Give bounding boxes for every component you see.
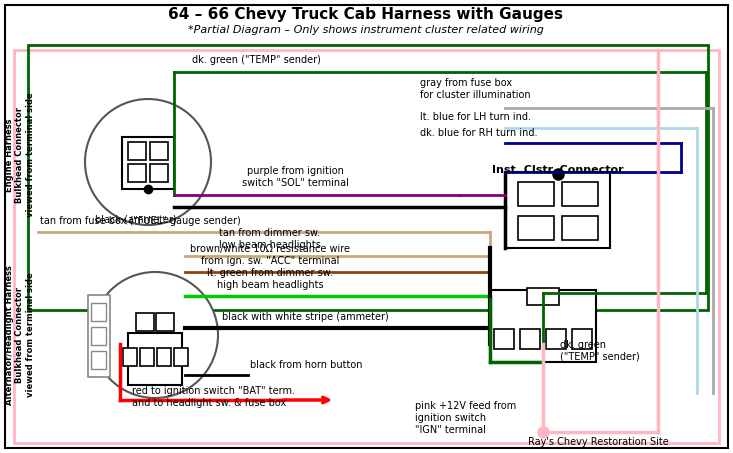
- Text: lt. blue for LH turn ind.: lt. blue for LH turn ind.: [420, 112, 531, 122]
- Bar: [174, 348, 188, 366]
- Text: dk. green ("TEMP" sender): dk. green ("TEMP" sender): [192, 55, 321, 65]
- Bar: [91, 303, 106, 321]
- Text: Ray's Chevy Restoration Site: Ray's Chevy Restoration Site: [528, 437, 668, 447]
- Bar: [150, 164, 168, 182]
- Bar: [518, 182, 554, 206]
- Circle shape: [85, 99, 211, 225]
- Bar: [88, 295, 110, 377]
- Text: pink +12V feed from
ignition switch
"IGN" terminal: pink +12V feed from ignition switch "IGN…: [415, 401, 516, 434]
- Bar: [518, 216, 554, 240]
- Text: dk. blue for RH turn ind.: dk. blue for RH turn ind.: [420, 128, 537, 138]
- Text: brown/white 10Ω resistance wire
from ign. sw. "ACC" terminal: brown/white 10Ω resistance wire from ign…: [190, 245, 350, 266]
- Text: gray from fuse box
for cluster illumination: gray from fuse box for cluster illuminat…: [420, 78, 531, 100]
- Text: 64 – 66 Chevy Truck Cab Harness with Gauges: 64 – 66 Chevy Truck Cab Harness with Gau…: [169, 8, 564, 23]
- Bar: [562, 216, 598, 240]
- Bar: [546, 329, 566, 349]
- Bar: [122, 137, 174, 189]
- Bar: [91, 327, 106, 345]
- Bar: [562, 182, 598, 206]
- Text: Inst. Clstr. Connector: Inst. Clstr. Connector: [492, 165, 624, 175]
- Bar: [520, 329, 540, 349]
- Bar: [506, 172, 610, 248]
- Bar: [128, 142, 146, 160]
- Bar: [150, 142, 168, 160]
- Bar: [122, 348, 136, 366]
- Text: purple from ignition
switch "SOL" terminal: purple from ignition switch "SOL" termin…: [242, 166, 348, 188]
- Text: lt. green from dimmer sw.
high beam headlights: lt. green from dimmer sw. high beam head…: [207, 268, 333, 290]
- Bar: [139, 348, 153, 366]
- Text: tan from dimmer sw.
low beam headlights: tan from dimmer sw. low beam headlights: [219, 228, 321, 250]
- Text: black with white stripe (ammeter): black with white stripe (ammeter): [221, 312, 388, 322]
- Text: *Partial Diagram – Only shows instrument cluster related wiring: *Partial Diagram – Only shows instrument…: [188, 25, 544, 35]
- Bar: [572, 329, 592, 349]
- Text: red to ignition switch "BAT" term.
and to headlight sw. & fuse box: red to ignition switch "BAT" term. and t…: [132, 386, 295, 408]
- Bar: [28, 45, 708, 310]
- Circle shape: [92, 272, 218, 398]
- Bar: [136, 313, 154, 331]
- Bar: [14, 50, 719, 443]
- Bar: [156, 313, 174, 331]
- Text: tan from fuse box ("FUEL" gauge sender): tan from fuse box ("FUEL" gauge sender): [40, 216, 240, 226]
- Text: dk. green
("TEMP" sender): dk. green ("TEMP" sender): [560, 340, 640, 361]
- Bar: [157, 348, 171, 366]
- Text: black from horn button: black from horn button: [250, 360, 363, 370]
- Bar: [494, 329, 514, 349]
- Text: black (ammeter): black (ammeter): [95, 214, 177, 224]
- Bar: [128, 164, 146, 182]
- Bar: [490, 290, 596, 362]
- Bar: [527, 288, 559, 305]
- Text: Alternator/Headlight Harness
Bulkhead Connector
viewed from terminal side: Alternator/Headlight Harness Bulkhead Co…: [5, 265, 35, 405]
- Text: Engine Harness
Bulkhead Connector
viewed from terminal side: Engine Harness Bulkhead Connector viewed…: [5, 92, 35, 217]
- Bar: [128, 333, 182, 385]
- Bar: [91, 351, 106, 369]
